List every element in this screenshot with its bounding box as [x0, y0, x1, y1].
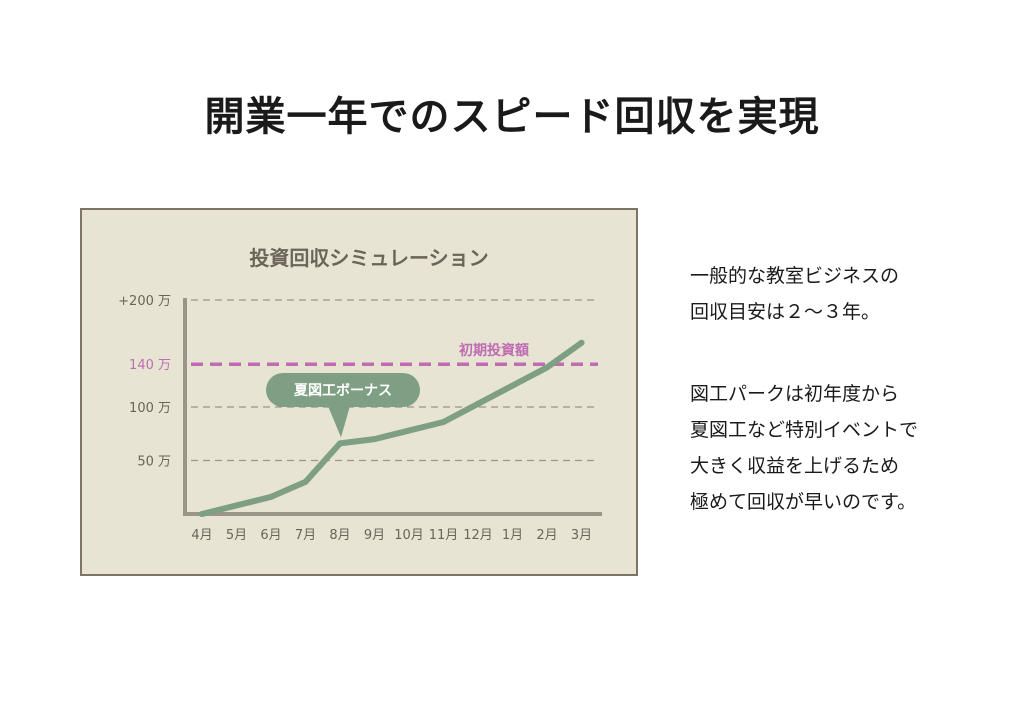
- annotation-label: 夏図工ボーナス: [294, 382, 392, 399]
- data-point: [337, 440, 343, 447]
- x-tick-label: 6月: [260, 528, 281, 543]
- y-tick-label: 140 万: [129, 358, 171, 373]
- data-point: [371, 436, 378, 443]
- side-text-line: 大きく収益を上げるため: [690, 455, 900, 477]
- x-tick-label: 5月: [226, 528, 247, 543]
- data-point: [475, 400, 481, 407]
- x-tick-label: 3月: [571, 528, 592, 543]
- x-tick-label: 8月: [329, 528, 350, 543]
- data-point: [509, 382, 516, 389]
- y-tick-label: 50 万: [137, 455, 171, 470]
- x-tick-label: 1月: [502, 528, 523, 543]
- series-line: [199, 339, 585, 517]
- y-tick-label: 100 万: [129, 401, 171, 416]
- x-tick-label: 12月: [463, 528, 493, 543]
- side-text-line: 夏図工など特別イベントで: [690, 419, 919, 441]
- side-text-line: 一般的な教室ビジネスの: [690, 265, 900, 287]
- x-tick-label: 11月: [429, 528, 459, 543]
- x-tick-label: 9月: [364, 528, 385, 543]
- annotation-pointer: [328, 406, 350, 438]
- annotation-bubble: [266, 373, 420, 407]
- investment-label: 初期投資額: [459, 342, 529, 359]
- page-title: 開業一年でのスピード回収を実現: [204, 94, 820, 140]
- y-tick-label: +200 万: [118, 294, 171, 309]
- side-text-line: 極めて回収が早いのです。: [690, 491, 917, 513]
- data-point: [199, 511, 205, 517]
- data-point: [302, 478, 309, 485]
- side-text-line: 回収目安は２〜３年。: [690, 301, 881, 323]
- data-point: [406, 427, 412, 434]
- side-text-block-2: 図工パークは初年度から 夏図工など特別イベントで 大きく収益を上げるため 極めて…: [690, 376, 1010, 520]
- data-point: [578, 339, 585, 346]
- data-point: [268, 493, 274, 500]
- x-tick-label: 2月: [536, 528, 557, 543]
- x-tick-label: 7月: [295, 528, 316, 543]
- chart-panel: 投資回収シミュレーション 50 万 100 万 140 万 +200 万初期投資額 4月 5…: [80, 208, 638, 576]
- x-tick-label: 4月: [191, 528, 212, 543]
- x-tick-label: 10月: [394, 528, 424, 543]
- side-text-block-1: 一般的な教室ビジネスの 回収目安は２〜３年。: [690, 258, 1010, 330]
- data-point: [440, 418, 447, 425]
- data-point: [233, 502, 240, 509]
- chart-title: 投資回収シミュレーション: [249, 246, 488, 270]
- data-point: [544, 364, 550, 371]
- side-text-line: 図工パークは初年度から: [690, 383, 900, 405]
